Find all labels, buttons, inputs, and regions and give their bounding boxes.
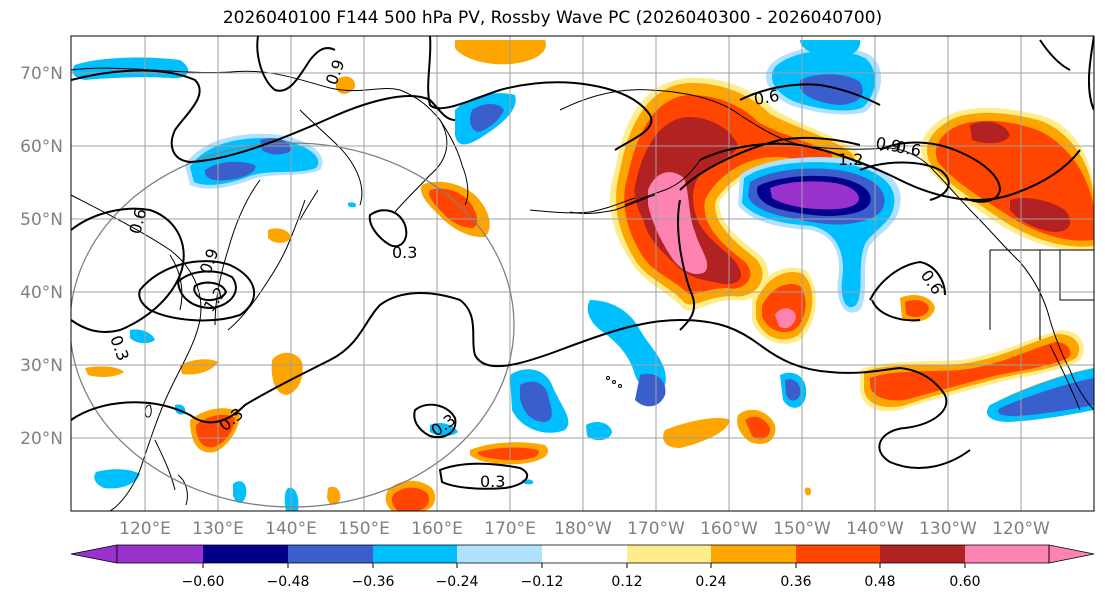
lat-label-50n: 50°N xyxy=(20,210,63,230)
plot-title: 2026040100 F144 500 hPa PV, Rossby Wave … xyxy=(222,8,883,28)
colorbar-segment xyxy=(117,545,203,563)
colorbar-tick-label: −0.48 xyxy=(267,574,310,590)
colorbar-tick-label: −0.12 xyxy=(521,574,564,590)
contour-label: 0.3 xyxy=(480,472,505,491)
colorbar: −0.60 −0.48 −0.36 −0.24 −0.12 0.12 0.24 … xyxy=(70,544,1095,590)
lon-label: 160°W xyxy=(700,519,758,539)
contour-label: 0.9 xyxy=(874,133,902,156)
colorbar-tick-label: 0.24 xyxy=(695,574,726,590)
lon-label: 120°W xyxy=(992,519,1050,539)
lon-label: 160°E xyxy=(411,519,463,539)
colorbar-tick-label: −0.24 xyxy=(436,574,479,590)
colorbar-segment xyxy=(796,545,880,563)
lat-label-30n: 30°N xyxy=(20,356,63,376)
colorbar-tick-label: 0.36 xyxy=(780,574,811,590)
latitude-labels: 70°N 60°N 50°N 40°N 30°N 20°N xyxy=(20,64,63,449)
colorbar-frame xyxy=(116,544,1050,564)
colorbar-tick-label: −0.60 xyxy=(182,574,225,590)
colorbar-segment xyxy=(288,545,373,563)
contour-label: 0.6 xyxy=(752,86,780,109)
lat-label-40n: 40°N xyxy=(20,283,63,303)
lon-label: 150°E xyxy=(338,519,390,539)
pv-anomalies-subtropical-pacific xyxy=(385,300,812,511)
lon-label: 130°E xyxy=(192,519,244,539)
gridlines xyxy=(71,36,1094,511)
lon-label: 180°W xyxy=(554,519,612,539)
map-frame xyxy=(70,35,1095,512)
great-circle-outline xyxy=(71,142,515,508)
longitude-labels: 120°E 130°E 140°E 150°E 160°E 170°E 180°… xyxy=(119,519,1050,539)
lat-label-70n: 70°N xyxy=(20,64,63,84)
colorbar-tick-label: −0.36 xyxy=(352,574,395,590)
lon-label: 150°W xyxy=(773,519,831,539)
pv-negative-anomaly-alaska xyxy=(738,157,901,313)
lon-label: 120°E xyxy=(119,519,171,539)
colorbar-segment xyxy=(542,545,627,563)
contour-label: 0.6 xyxy=(894,137,922,160)
lon-label: 140°E xyxy=(265,519,317,539)
contour-label: 0.3 xyxy=(392,243,417,262)
colorbar-tick-label: 0.48 xyxy=(864,574,895,590)
lat-label-60n: 60°N xyxy=(20,137,63,157)
colorbar-arrow-right xyxy=(1048,544,1095,564)
pv-negative-anomaly-alaska-north xyxy=(766,40,882,115)
colorbar-segment xyxy=(711,545,796,563)
colorbar-segment xyxy=(373,545,457,563)
colorbar-ticks xyxy=(202,563,966,568)
colorbar-segment xyxy=(880,545,965,563)
lon-label: 170°W xyxy=(627,519,685,539)
colorbar-arrow-left xyxy=(70,544,118,564)
lon-label: 170°E xyxy=(484,519,536,539)
colorbar-tick-label: 0.60 xyxy=(949,574,980,590)
contour-label: 1.2 xyxy=(838,150,863,169)
pv-contours xyxy=(71,36,1094,490)
colorbar-tick-label: 0.12 xyxy=(611,574,642,590)
lon-label: 130°W xyxy=(919,519,977,539)
colorbar-segment xyxy=(203,545,288,563)
colorbar-segment xyxy=(457,545,542,563)
lat-label-20n: 20°N xyxy=(20,429,63,449)
lon-label: 140°W xyxy=(846,519,904,539)
colorbar-tick-labels: −0.60 −0.48 −0.36 −0.24 −0.12 0.12 0.24 … xyxy=(182,574,981,590)
colorbar-segment xyxy=(627,545,711,563)
colorbar-segment xyxy=(965,545,1049,563)
